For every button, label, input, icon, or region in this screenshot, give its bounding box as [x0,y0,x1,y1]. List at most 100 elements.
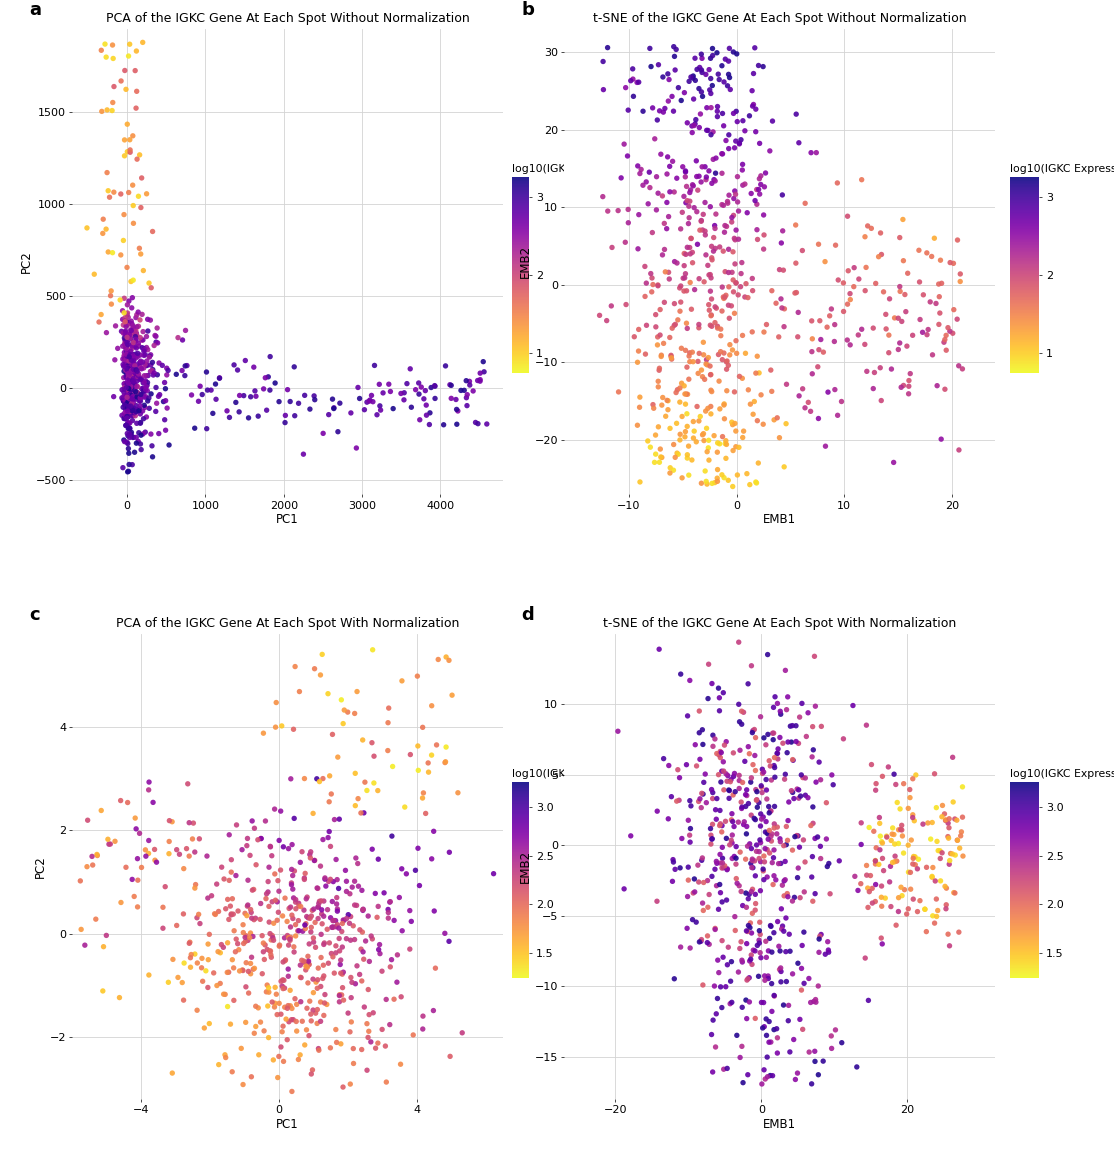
Point [811,312,829,330]
Point [867,851,885,870]
Point [716,856,734,875]
Point [646,129,664,148]
Point [700,438,717,457]
Point [393,921,411,940]
Point [631,398,648,416]
Point [702,316,720,335]
Point [195,1019,213,1037]
Point [732,264,750,283]
Point [216,985,234,1004]
Point [348,956,365,975]
Point [258,997,276,1015]
Point [198,420,216,438]
Point [797,786,814,805]
Point [951,265,969,284]
Point [381,1015,399,1034]
Point [334,991,352,1009]
Point [647,200,665,219]
Point [790,858,808,877]
Point [733,702,751,721]
Point [690,364,707,383]
Point [666,448,684,466]
Point [88,847,106,865]
Point [236,351,254,370]
Point [313,900,331,919]
Point [743,840,761,858]
Point [124,337,141,356]
Point [867,855,885,873]
Point [892,378,910,397]
Point [715,409,733,428]
Point [725,764,743,783]
Point [882,898,900,916]
Point [442,390,460,408]
Point [127,434,145,452]
Point [715,290,733,308]
Point [319,920,336,939]
Point [353,971,371,990]
Point [257,401,275,420]
Point [678,707,696,726]
Point [302,849,320,868]
Point [315,935,333,954]
Point [320,792,338,811]
Point [746,901,764,920]
Point [280,959,297,978]
Point [111,291,129,309]
Point [157,379,175,398]
Point [746,1009,764,1028]
Point [156,877,174,896]
Point [100,835,118,854]
Point [121,345,139,364]
Point [652,448,670,466]
Point [240,932,257,950]
Point [234,915,252,934]
Point [98,323,116,342]
Point [712,772,730,791]
Point [123,401,140,420]
Point [302,1012,320,1030]
Point [658,193,676,212]
Point [127,397,145,415]
Point [722,830,740,849]
Point [285,937,303,956]
Point [350,877,368,896]
Point [384,399,402,418]
Point [709,434,726,452]
Point [102,294,120,313]
Point [745,809,763,828]
Point [834,729,852,748]
Point [247,1018,265,1036]
Point [704,608,722,627]
Point [693,784,711,802]
Point [903,855,921,873]
Point [223,906,241,925]
Point [330,929,348,948]
Point [643,283,661,301]
Point [133,359,150,378]
Point [371,935,389,954]
Point [642,57,659,76]
Point [342,1013,360,1032]
Point [686,49,704,67]
Point [839,207,857,226]
Point [682,67,700,86]
Point [421,404,439,422]
Point [118,304,136,322]
Point [745,720,763,739]
Point [803,748,821,766]
Point [693,720,711,739]
Point [736,121,754,140]
Point [115,206,133,224]
Point [388,973,405,992]
Point [893,886,911,905]
Point [684,412,702,430]
Point [305,851,323,870]
Point [750,56,768,74]
Point [119,335,137,354]
Point [727,849,745,868]
Point [409,761,427,779]
Point [146,840,164,858]
Point [180,847,198,865]
Point [367,1039,384,1057]
